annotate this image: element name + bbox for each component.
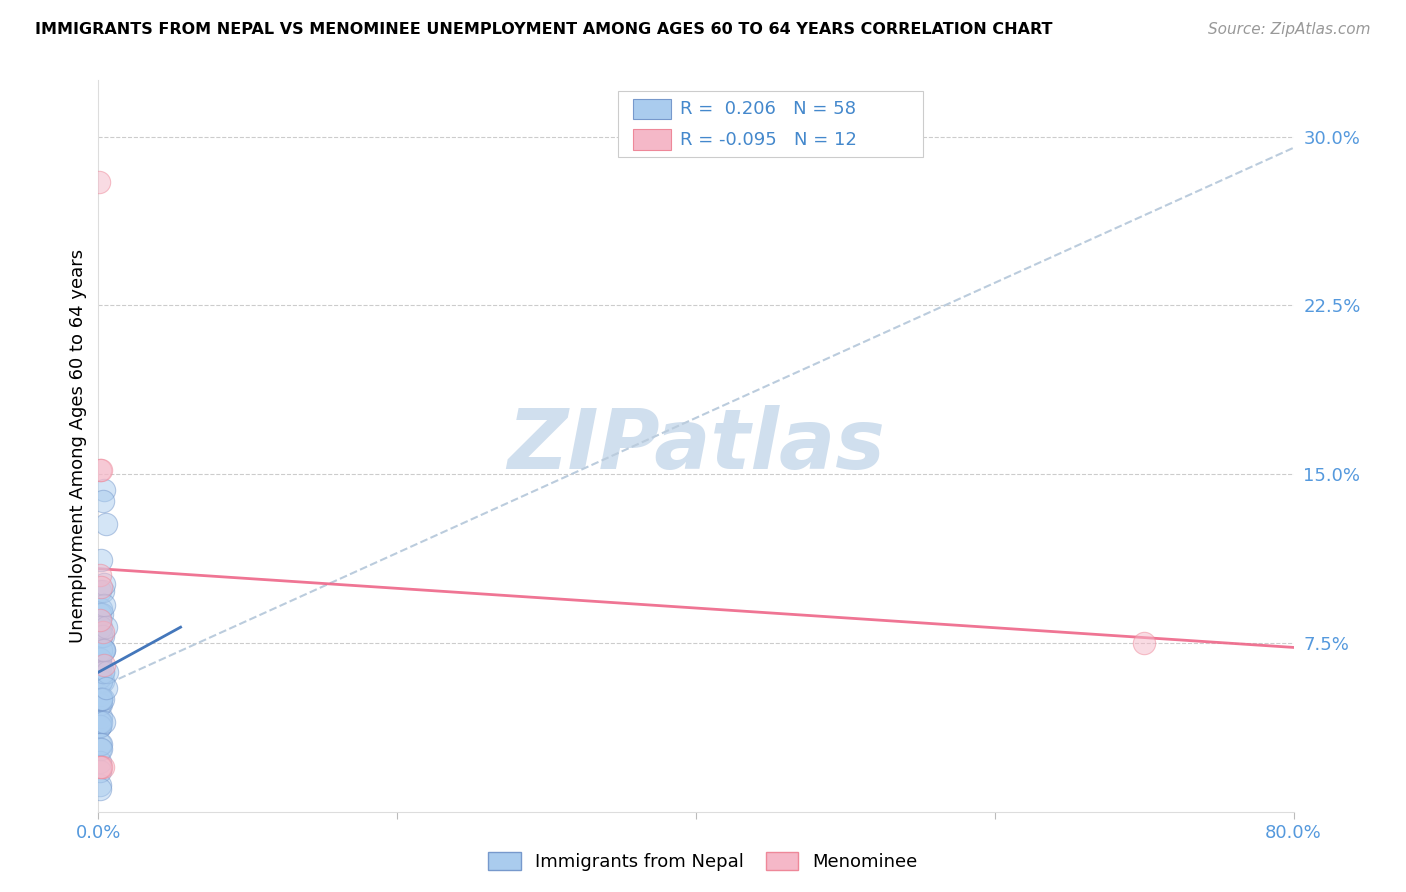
Point: [90, 674, 112, 689]
Point: [89, 620, 111, 634]
Point: [89, 719, 111, 733]
Point: [89, 782, 111, 797]
Point: [89, 688, 111, 702]
Text: ZIPatlas: ZIPatlas: [508, 406, 884, 486]
Point: [89, 607, 111, 621]
Point: [91, 692, 114, 706]
Point: [93, 577, 115, 591]
Point: [1133, 636, 1156, 650]
Point: [90, 642, 112, 657]
Point: [90, 620, 112, 634]
FancyBboxPatch shape: [633, 129, 671, 150]
Point: [89, 741, 111, 756]
Point: [89, 614, 111, 628]
Point: [90, 552, 112, 566]
Legend: Immigrants from Nepal, Menominee: Immigrants from Nepal, Menominee: [481, 845, 925, 879]
Point: [90, 741, 112, 756]
Point: [89, 692, 111, 706]
Point: [89, 737, 111, 751]
Point: [91, 584, 114, 599]
Point: [91, 629, 114, 643]
Point: [90, 714, 112, 729]
Point: [94, 620, 117, 634]
Point: [90, 629, 112, 643]
Point: [93, 658, 115, 673]
Point: [89, 658, 111, 673]
Point: [89, 714, 111, 729]
Text: R = -0.095   N = 12: R = -0.095 N = 12: [681, 130, 858, 149]
Point: [94, 681, 117, 695]
Point: [90, 580, 112, 594]
Y-axis label: Unemployment Among Ages 60 to 64 years: Unemployment Among Ages 60 to 64 years: [69, 249, 87, 643]
Point: [93, 598, 115, 612]
Point: [89, 651, 111, 665]
Point: [91, 674, 114, 689]
Point: [89, 764, 111, 779]
Point: [89, 719, 111, 733]
Point: [89, 670, 111, 684]
Point: [91, 665, 114, 680]
Point: [93, 714, 115, 729]
Point: [90, 760, 112, 774]
Text: R =  0.206   N = 58: R = 0.206 N = 58: [681, 100, 856, 118]
Point: [91, 607, 114, 621]
Point: [90, 692, 112, 706]
Point: [89, 584, 111, 599]
Point: [90, 602, 112, 616]
Point: [90, 462, 112, 476]
Text: Source: ZipAtlas.com: Source: ZipAtlas.com: [1208, 22, 1371, 37]
Point: [89, 755, 111, 769]
Point: [90, 629, 112, 643]
Point: [91, 665, 114, 680]
Point: [93, 642, 115, 657]
Point: [89, 719, 111, 733]
Point: [93, 642, 115, 657]
Point: [89, 462, 111, 476]
FancyBboxPatch shape: [633, 99, 671, 119]
Point: [96, 665, 118, 680]
Point: [89, 568, 111, 582]
Point: [89, 760, 111, 774]
Point: [90, 697, 112, 711]
Point: [90, 692, 112, 706]
Point: [90, 737, 112, 751]
Text: IMMIGRANTS FROM NEPAL VS MENOMINEE UNEMPLOYMENT AMONG AGES 60 TO 64 YEARS CORREL: IMMIGRANTS FROM NEPAL VS MENOMINEE UNEMP…: [35, 22, 1053, 37]
FancyBboxPatch shape: [619, 91, 922, 157]
Point: [91, 494, 114, 508]
Point: [89, 697, 111, 711]
Point: [89, 175, 111, 189]
Point: [89, 665, 111, 680]
Point: [89, 714, 111, 729]
Point: [91, 760, 114, 774]
Point: [90, 674, 112, 689]
Point: [89, 778, 111, 792]
Point: [89, 651, 111, 665]
Point: [90, 692, 112, 706]
Point: [94, 516, 117, 531]
Point: [91, 624, 114, 639]
Point: [93, 483, 115, 497]
Point: [90, 710, 112, 724]
Point: [91, 642, 114, 657]
Point: [90, 692, 112, 706]
